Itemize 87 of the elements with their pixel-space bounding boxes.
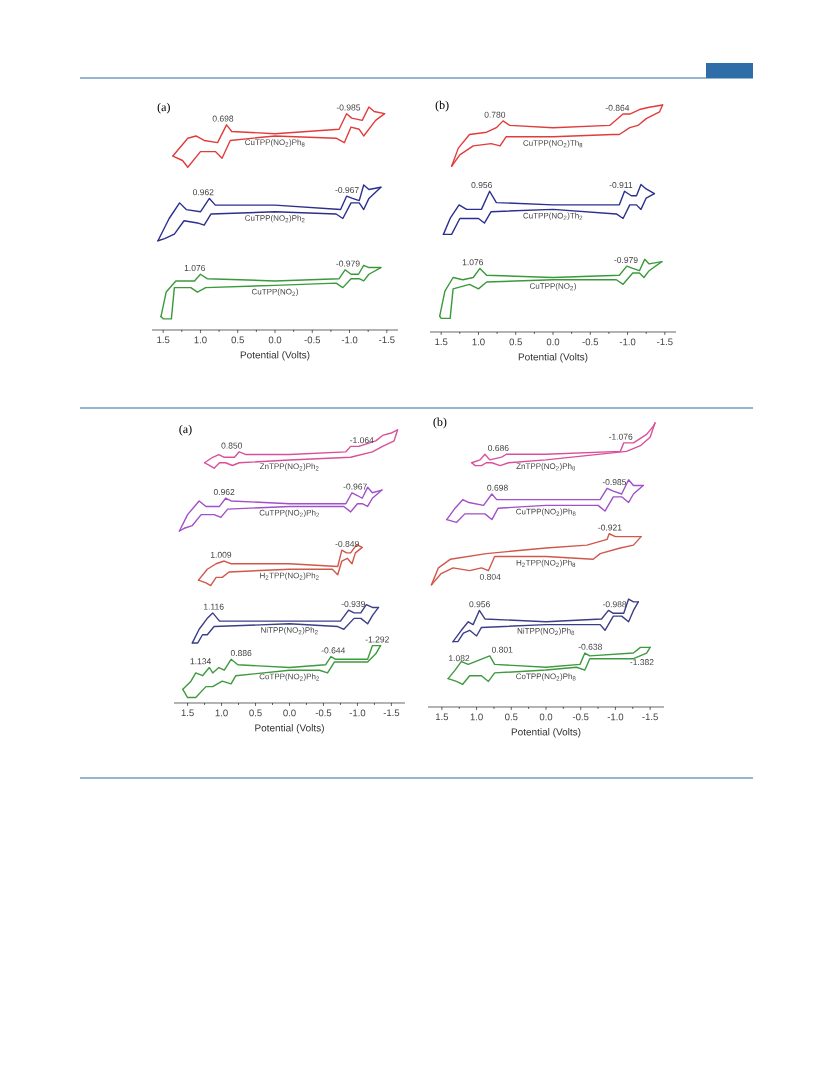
series-label: CuTPP(NO$_{2}$)Ph$_{2}$ [259, 509, 319, 518]
annotation: 0.780 [484, 111, 506, 118]
x-tick-label: 0.5 [249, 709, 262, 717]
annotation: 0.962 [213, 489, 235, 496]
x-tick-label: 1.0 [215, 709, 228, 717]
chart-title: (b) [435, 100, 449, 112]
annotation: -0.985 [336, 104, 361, 111]
series-label: ZnTPP(NO$_{2}$)Ph$_{2}$ [259, 463, 319, 471]
annotation: -0.967 [343, 483, 367, 490]
annotation: -0.644 [321, 647, 346, 654]
x-tick-label: 1.0 [194, 336, 207, 344]
x-tick-label: -1.0 [341, 336, 358, 344]
x-tick-label: 0.5 [231, 336, 244, 344]
series-label: CoTPP(NO$_{2}$)Ph$_{8}$ [516, 673, 576, 681]
x-tick-label: -0.5 [315, 709, 332, 717]
annotation: 1.076 [184, 265, 206, 272]
annotation: -1.076 [609, 433, 633, 440]
annotation: 1.009 [210, 551, 232, 558]
x-tick-label: 1.5 [181, 709, 194, 717]
series-label: ZnTPP(NO$_{2}$)Ph$_{8}$ [516, 463, 576, 471]
series-label: CuTPP(NO$_{2}$) [529, 282, 576, 291]
series-label: CuTPP(NO$_{2}$)Ph$_{2}$ [245, 214, 305, 223]
series-label: CuTPP(NO$_{2}$)Th$_{2}$ [523, 212, 583, 221]
x-tick-label: -1.5 [642, 713, 658, 721]
x-tick-label: 0.0 [539, 713, 553, 721]
series-label: H$_{2}$TPP(NO$_{2}$)Ph$_{8}$ [516, 559, 576, 568]
series-label: CuTPP(NO$_{2}$)Th$_{8}$ [523, 139, 583, 148]
annotation: 0.698 [487, 484, 508, 491]
x-tick-label: -1.5 [383, 709, 400, 717]
x-tick-label: 0.0 [546, 338, 560, 346]
annotation: -0.864 [605, 104, 630, 111]
x-tick-label: 1.5 [436, 713, 449, 721]
annotation: -1.064 [350, 437, 374, 444]
x-tick-label: 1.0 [470, 713, 483, 721]
annotation: -0.638 [578, 643, 602, 650]
annotation: 1.134 [190, 658, 212, 665]
annotation: 0.698 [212, 115, 234, 122]
x-tick-label: 0.0 [268, 336, 282, 344]
chart-title: (b) [433, 417, 447, 429]
annotation: 0.850 [221, 442, 243, 449]
x-tick-label: -0.5 [582, 338, 599, 346]
annotation: -0.979 [336, 260, 360, 267]
chart-title: (a) [179, 424, 192, 436]
x-axis-title: Potential (Volts) [240, 351, 310, 361]
annotation: -1.382 [630, 659, 654, 666]
annotation: 0.686 [488, 445, 509, 452]
chart-title: (a) [157, 102, 170, 114]
annotation: -0.911 [609, 182, 633, 189]
annotation: 1.076 [462, 259, 484, 266]
x-tick-label: 0.5 [509, 338, 522, 346]
series-label: NiTPP(NO$_{2}$)Ph$_{8}$ [517, 627, 575, 636]
annotation: 1.116 [204, 603, 224, 610]
x-tick-label: -1.0 [619, 338, 636, 346]
series-label: CuTPP(NO$_{2}$)Ph$_{8}$ [516, 508, 576, 517]
annotation: 0.956 [469, 601, 490, 608]
annotation: -0.921 [598, 524, 622, 531]
annotation: -0.939 [341, 600, 365, 607]
annotation: 0.956 [471, 182, 492, 189]
series-label: CuTPP(NO$_{2}$) [251, 288, 298, 297]
x-tick-label: -1.0 [349, 709, 366, 717]
x-axis-title: Potential (Volts) [511, 728, 581, 738]
x-tick-label: 0.5 [505, 713, 518, 721]
x-tick-label: -1.5 [379, 336, 395, 344]
x-tick-label: 0.0 [283, 709, 296, 717]
annotation: 1.082 [449, 655, 470, 662]
series-label: H$_{2}$TPP(NO$_{2}$)Ph$_{2}$ [260, 572, 319, 580]
annotation: 0.804 [479, 573, 501, 580]
x-tick-label: -1.0 [607, 713, 624, 721]
annotation: -0.979 [614, 256, 638, 263]
x-tick-label: -1.5 [657, 338, 673, 346]
annotation: -0.849 [335, 540, 359, 547]
x-tick-label: 1.5 [435, 338, 448, 346]
annotation: 0.886 [230, 650, 252, 657]
annotation: -1.292 [365, 636, 389, 643]
x-tick-label: -0.5 [572, 713, 589, 721]
x-tick-label: 1.0 [472, 338, 485, 346]
x-axis-title: Potential (Volts) [255, 724, 324, 734]
series-label: CoTPP(NO$_{2}$)Ph$_{2}$ [259, 673, 319, 681]
series-label: CuTPP(NO$_{2}$)Ph$_{8}$ [245, 139, 305, 147]
annotation: 0.962 [192, 189, 214, 196]
x-tick-label: -0.5 [304, 336, 321, 344]
series-label: NiTPP(NO$_{2}$)Ph$_{2}$ [261, 627, 318, 635]
annotation: -0.985 [602, 479, 627, 486]
x-tick-label: 1.5 [157, 336, 170, 344]
annotation: -0.967 [335, 186, 359, 193]
x-axis-title: Potential (Volts) [518, 353, 588, 363]
annotation: 0.801 [491, 646, 513, 653]
